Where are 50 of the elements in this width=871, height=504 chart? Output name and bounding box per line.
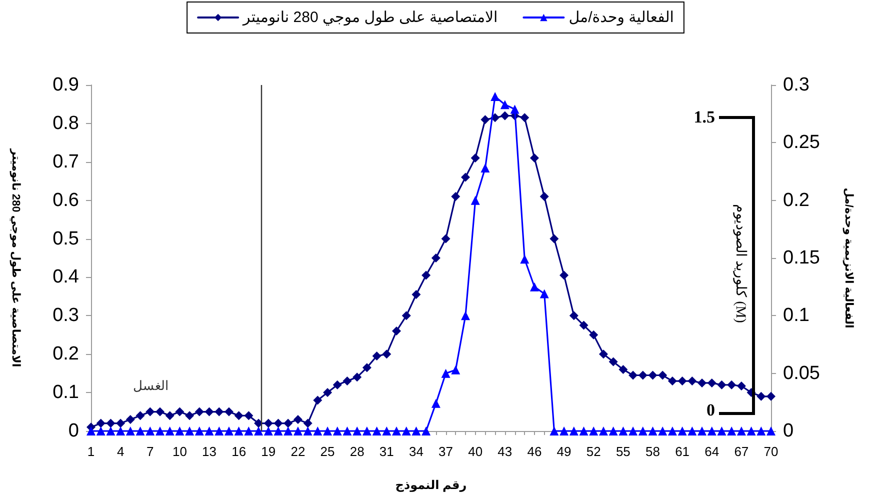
x-tick-label: 64 xyxy=(704,444,720,459)
y-tick-label: 0.8 xyxy=(52,112,79,134)
y2-tick-label: 0.15 xyxy=(783,248,820,268)
x-tick-label: 40 xyxy=(468,444,483,459)
y2-tick-label: 0.2 xyxy=(783,190,810,211)
x-tick-label: 58 xyxy=(646,444,660,459)
legend-label: الفعالية وحدة/مل xyxy=(568,9,674,26)
y2-tick-label: 0.1 xyxy=(783,305,810,326)
y2-axis-title: الفعالية الانزيمية وحدة/مل xyxy=(842,188,854,328)
y-tick-label: 0.5 xyxy=(52,228,79,250)
y3-tick-label: 1.5 xyxy=(694,108,715,126)
x-tick-label: 7 xyxy=(146,444,154,459)
x-tick-label: 4 xyxy=(116,444,124,459)
y-tick-label: 0.6 xyxy=(52,190,79,211)
y-tick-label: 0.3 xyxy=(52,305,79,326)
x-tick-label: 70 xyxy=(764,444,778,459)
annotation: الغسل xyxy=(133,378,169,394)
y-tick-label: 0.1 xyxy=(52,382,79,404)
y-axis-title: الامتصاصية على طول موجي 280 نانوميتر xyxy=(10,148,22,368)
x-tick-label: 31 xyxy=(379,444,394,459)
x-tick-label: 49 xyxy=(556,444,572,459)
y2-tick-label: 0.25 xyxy=(783,132,820,154)
x-tick-label: 19 xyxy=(261,444,276,459)
y-tick-label: 0.9 xyxy=(52,74,79,96)
x-tick-label: 16 xyxy=(232,444,246,459)
x-tick-label: 37 xyxy=(438,444,454,459)
y-tick-label: 0.2 xyxy=(52,344,79,365)
x-tick-label: 52 xyxy=(586,444,601,459)
x-tick-label: 13 xyxy=(202,444,216,459)
y3-axis-title: كلوريد الصوديوم (M) xyxy=(732,204,748,324)
y2-tick-label: 0.05 xyxy=(783,362,820,384)
y3-tick-label: 0 xyxy=(706,400,715,420)
x-tick-label: 46 xyxy=(527,444,542,459)
legend-label: الامتصاصية على طول موجي 280 نانوميتر xyxy=(242,9,498,26)
y-tick-label: 0 xyxy=(68,420,79,442)
x-tick-label: 34 xyxy=(408,444,424,459)
x-tick-label: 43 xyxy=(498,444,512,459)
y-tick-label: 0.7 xyxy=(52,151,79,172)
y2-tick-label: 0.3 xyxy=(783,74,810,96)
x-tick-label: 28 xyxy=(350,444,364,459)
x-tick-label: 22 xyxy=(290,444,306,459)
x-tick-label: 61 xyxy=(675,444,690,459)
x-axis-title: رقم النموذج xyxy=(395,478,467,492)
y-tick-label: 0.4 xyxy=(52,266,80,288)
x-tick-label: 25 xyxy=(320,444,335,459)
x-tick-label: 67 xyxy=(734,444,749,459)
y2-tick-label: 0 xyxy=(783,420,794,442)
x-tick-label: 55 xyxy=(616,444,630,459)
x-tick-label: 10 xyxy=(172,444,187,459)
x-tick-label: 1 xyxy=(87,444,95,459)
